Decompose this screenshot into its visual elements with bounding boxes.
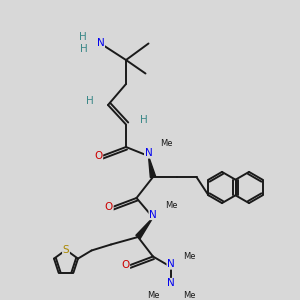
Text: Me: Me (147, 291, 159, 300)
Polygon shape (148, 156, 156, 178)
Text: Me: Me (183, 252, 195, 261)
Text: Me: Me (165, 201, 177, 210)
Text: Me: Me (160, 140, 173, 148)
Text: O: O (121, 260, 130, 271)
Text: H: H (86, 95, 94, 106)
Text: N: N (97, 38, 104, 49)
Text: N: N (167, 278, 175, 289)
Text: S: S (63, 245, 69, 255)
Text: H: H (79, 32, 86, 43)
Text: O: O (94, 151, 103, 161)
Text: N: N (167, 259, 175, 269)
Text: H: H (80, 44, 87, 55)
Polygon shape (136, 218, 153, 239)
Text: N: N (145, 148, 152, 158)
Text: Me: Me (183, 291, 195, 300)
Text: N: N (149, 209, 157, 220)
Text: H: H (140, 115, 148, 125)
Text: O: O (105, 202, 113, 212)
